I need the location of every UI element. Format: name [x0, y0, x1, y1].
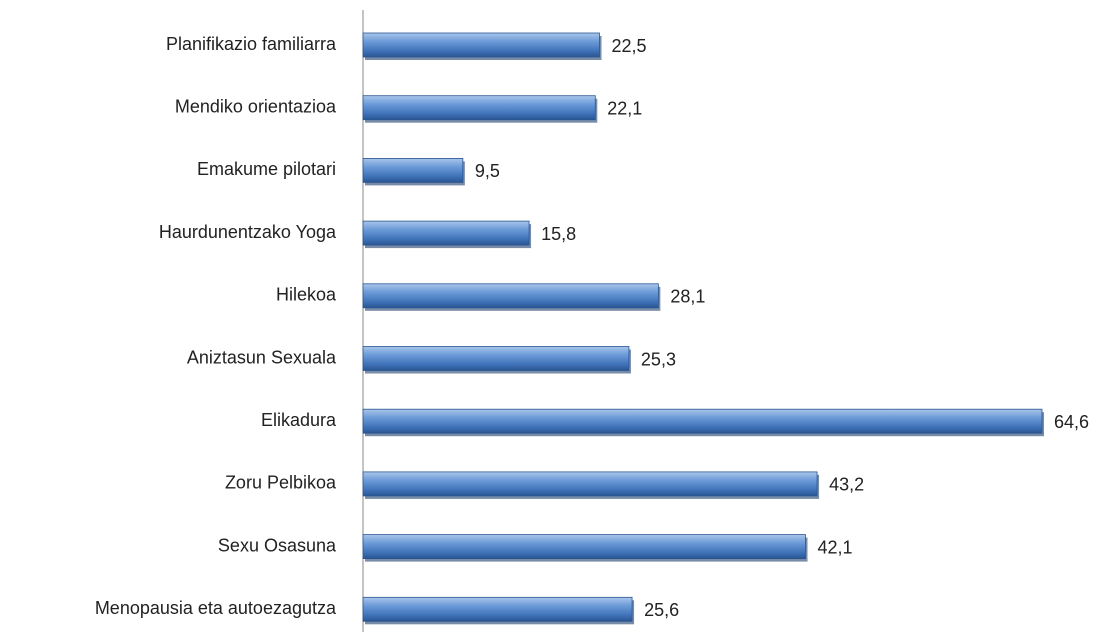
bar — [362, 408, 1043, 434]
category-label: Hilekoa — [276, 285, 337, 305]
category-label: Aniztasun Sexuala — [187, 347, 337, 367]
value-label: 28,1 — [670, 287, 705, 307]
value-label: 22,1 — [607, 98, 642, 118]
value-label: 25,6 — [644, 600, 679, 620]
value-label: 42,1 — [818, 537, 853, 557]
value-label: 9,5 — [475, 161, 500, 181]
category-label: Zoru Pelbikoa — [225, 473, 337, 493]
category-label: Planifikazio familiarra — [166, 34, 337, 54]
category-label: Elikadura — [261, 410, 337, 430]
category-label: Menopausia eta autoezagutza — [95, 598, 337, 618]
bar — [362, 157, 464, 183]
category-label: Mendiko orientazioa — [175, 96, 337, 116]
bar — [362, 346, 630, 371]
value-label: 22,5 — [611, 36, 646, 56]
value-label: 25,3 — [641, 349, 676, 369]
bar — [362, 471, 818, 497]
value-label: 64,6 — [1054, 412, 1089, 432]
bar — [362, 596, 633, 622]
category-label: Sexu Osasuna — [218, 535, 337, 555]
bar — [362, 220, 530, 246]
category-label: Emakume pilotari — [197, 159, 336, 179]
value-label: 15,8 — [541, 224, 576, 244]
bar — [362, 95, 596, 121]
bar — [362, 534, 806, 559]
value-label: 43,2 — [829, 475, 864, 495]
bar — [362, 32, 600, 58]
bar — [362, 283, 659, 309]
category-label: Haurdunentzako Yoga — [159, 222, 337, 242]
